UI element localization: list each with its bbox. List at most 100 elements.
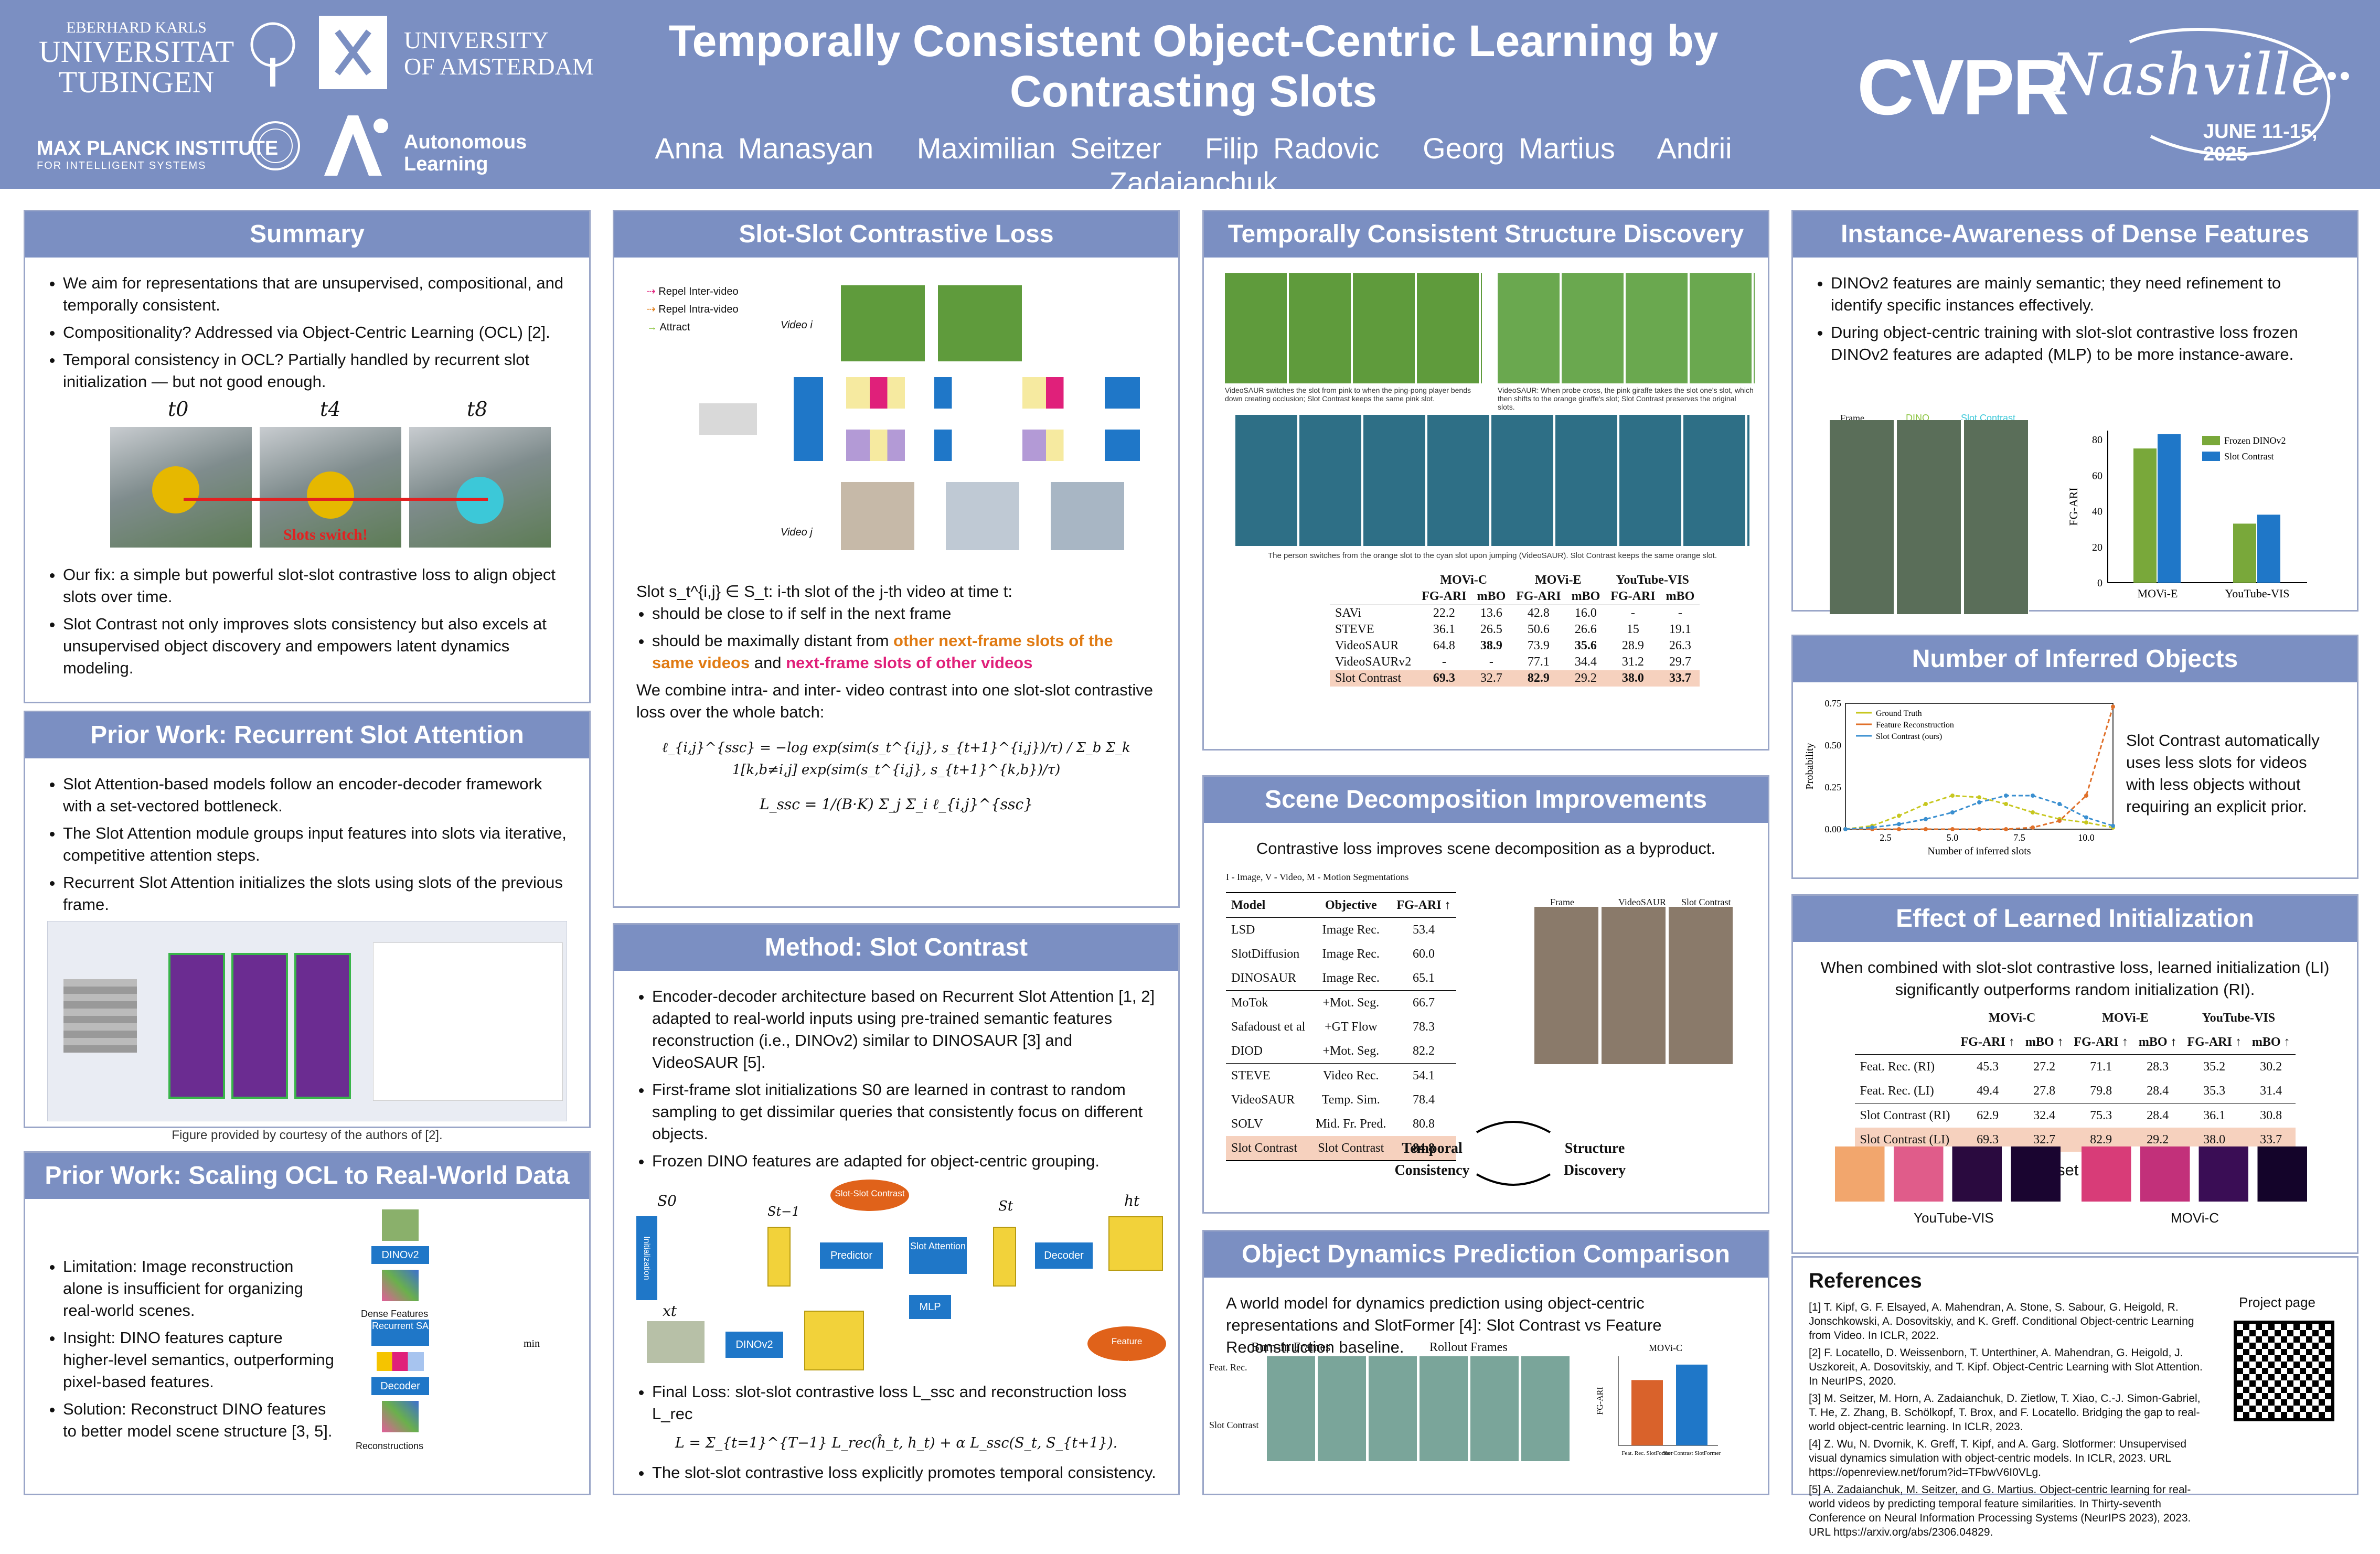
scene-images <box>1534 907 1734 1064</box>
references-panel: References [1] T. Kipf, G. F. Elsayed, A… <box>1791 1256 2358 1538</box>
equation-ssc: ℓ_{i,j}^{ssc} = −log exp(sim(s_t^{i,j}, … <box>662 740 1130 778</box>
legend-label: Feature Reconstruction <box>1876 721 1954 730</box>
poster-title: Temporally Consistent Object-Centric Lea… <box>668 16 1719 116</box>
y-axis-label: Probability <box>1804 743 1816 790</box>
ht-cube <box>1108 1216 1163 1271</box>
cycle-label: Structure Discovery <box>1563 1140 1626 1178</box>
row-label: Feat. Rec. <box>1209 1362 1247 1373</box>
prior-bullet: Recurrent Slot Attention initializes the… <box>63 872 567 916</box>
reference-item: [5] A. Zadaianchuk, M. Seitzer, and G. M… <box>1809 1484 2191 1538</box>
ssc-bullet: should be close to if self in the next f… <box>652 603 1156 625</box>
slot-column <box>294 953 351 1099</box>
panel-title: Prior Work: Scaling OCL to Real-World Da… <box>25 1153 589 1199</box>
instance-bullet: DINOv2 features are mainly semantic; the… <box>1831 272 2335 316</box>
prior-bullet: Insight: DINO features capture higher-le… <box>63 1327 336 1393</box>
panel-title: Number of Inferred Objects <box>1793 636 2357 682</box>
rider-yellow <box>307 471 354 519</box>
chart-title: MOVi-C <box>1649 1343 1682 1353</box>
switch-label: Slots switch! <box>283 526 368 543</box>
data-point <box>2084 794 2088 798</box>
panel-title: Slot-Slot Contrastive Loss <box>614 211 1178 258</box>
video-strip <box>1225 273 1482 383</box>
method-panel: Method: Slot Contrast Encoder-decoder ar… <box>613 923 1180 1495</box>
init-table: MOVi-C MOVi-E YouTube-VIS FG-ARI ↑ mBO ↑ FG-… <box>1854 1006 2296 1152</box>
prior-work-sa-panel: Prior Work: Recurrent Slot Attention Slo… <box>24 711 591 1142</box>
dino-pipeline-figure: DINOv2 Dense Features Recurrent SA Decod… <box>350 1209 560 1472</box>
prior-bullet: Limitation: Image reconstruction alone i… <box>63 1256 336 1322</box>
legend-label: Ground Truth <box>1876 709 1922 718</box>
y-tick-label: 0 <box>2097 577 2102 589</box>
slots-row <box>846 377 1140 409</box>
y-tick-label: 80 <box>2092 434 2102 446</box>
row-label: Slot Contrast <box>1209 1420 1259 1430</box>
table-row: SlotDiffusion Image Rec. 60.0 <box>1231 947 1435 961</box>
method-bullet: Encoder-decoder architecture based on Re… <box>652 985 1156 1074</box>
data-point <box>2111 823 2115 828</box>
slot-column <box>168 953 225 1099</box>
st-label: St <box>998 1198 1013 1214</box>
project-qr-code[interactable] <box>2234 1321 2334 1421</box>
dinov2-box: DINOv2 <box>725 1332 783 1358</box>
panel-title: Instance-Awareness of Dense Features <box>1793 211 2357 258</box>
table-row: VideoSAUR 64.8 38.9 73.9 35.6 28.9 26.3 <box>1335 639 1691 652</box>
legend-swatch <box>2202 436 2220 445</box>
ssc-bullet: should be maximally distant from other n… <box>652 630 1156 674</box>
video-frame <box>841 482 914 550</box>
data-point <box>1843 827 1848 831</box>
data-point <box>1977 795 1981 800</box>
x-axis-label: Number of inferred slots <box>1927 845 2031 857</box>
reference-item: [3] M. Seitzer, M. Horn, A. Zadaianchuk,… <box>1809 1392 2201 1433</box>
summary-panel: Summary We aim for representations that … <box>24 210 591 703</box>
reference-item: [4] Z. Wu, N. Dvornik, K. Greff, T. Kipf… <box>1809 1438 2187 1478</box>
x-tick-label: 5.0 <box>1947 832 1959 843</box>
slot-column <box>231 953 288 1099</box>
video-frame <box>1051 482 1124 550</box>
method-bullet: First-frame slot initializations S0 are … <box>652 1079 1156 1145</box>
inferred-line-chart: 0.00 0.25 0.50 0.75 2.5 5.0 7.5 10.0 Number of i… <box>1804 698 2115 857</box>
author: Andrii Zadaianchuk <box>1109 132 1732 199</box>
dynamics-panel: Object Dynamics Prediction Comparison A … <box>1202 1230 1769 1495</box>
method-bullet: The slot-slot contrastive loss explicitl… <box>652 1462 1156 1484</box>
panel-title: Scene Decomposition Improvements <box>1204 777 1768 823</box>
feature-images <box>1830 420 2029 614</box>
table-row: MoTok +Mot. Seg. 66.7 <box>1231 996 1435 1010</box>
strip-caption: The person switches from the orange slot… <box>1267 551 1717 560</box>
data-point <box>2031 825 2035 830</box>
panel-title: Object Dynamics Prediction Comparison <box>1204 1231 1768 1278</box>
table-row: Safadoust et al +GT Flow 78.3 <box>1231 1020 1435 1034</box>
legend: ⇢ Repel Inter-video ⇢ Repel Intra-video … <box>647 283 739 336</box>
s0-label: S0 <box>657 1192 677 1209</box>
data-point <box>2084 820 2088 825</box>
instance-awareness-panel: Instance-Awareness of Dense Features DIN… <box>1791 210 2358 614</box>
data-point <box>2004 794 2008 798</box>
rider-yellow <box>152 466 199 513</box>
autonomous-learning-icon <box>319 110 392 178</box>
col-label: Slot Contrast <box>1681 897 1731 907</box>
summary-bullet: Temporal consistency in OCL? Partially h… <box>63 349 567 393</box>
data-point <box>1870 825 1874 830</box>
bar <box>2158 434 2181 583</box>
ssc-loss-panel: Slot-Slot Contrastive Loss ⇢ Repel Inter… <box>613 210 1180 908</box>
results-table: MOVi-C MOVi-E YouTube-VIS FG-ARI mBO FG-ARI m… <box>1330 572 1700 687</box>
poster-header: EBERHARD KARLS UNIVERSITAT TUBINGEN UNIV… <box>0 0 2380 199</box>
bar <box>2257 515 2280 583</box>
recon-label: Reconstructions <box>356 1441 424 1451</box>
autonomous-learning-logo: Autonomous Learning <box>404 131 527 175</box>
x-tick-label: YouTube-VIS <box>2225 587 2290 600</box>
project-page-label: Project page <box>2239 1294 2315 1310</box>
dynamics-intro: A world model for dynamics prediction us… <box>1226 1294 1662 1356</box>
equation-final: L = Σ_{t=1}^{T−1} L_rec(ĥ_t, h_t) + α L_… <box>675 1435 1118 1451</box>
panel-title: Method: Slot Contrast <box>614 925 1178 971</box>
input-frame <box>382 1209 419 1241</box>
method-diagram: Initialization S0 St−1 Predictor Slot At… <box>636 1180 1166 1374</box>
feature-cube <box>804 1311 864 1370</box>
scene-legend: I - Image, V - Video, M - Motion Segment… <box>1226 872 1409 882</box>
st-1-label: St−1 <box>767 1204 800 1219</box>
data-point <box>2057 802 2062 806</box>
decoder-box: Decoder <box>1035 1242 1093 1269</box>
ht-label: ht <box>1124 1192 1140 1209</box>
frame-label: t4 <box>320 398 341 421</box>
data-point <box>1897 822 1901 827</box>
x-tick-label: Slot Contrast SlotFormer <box>1663 1450 1721 1456</box>
